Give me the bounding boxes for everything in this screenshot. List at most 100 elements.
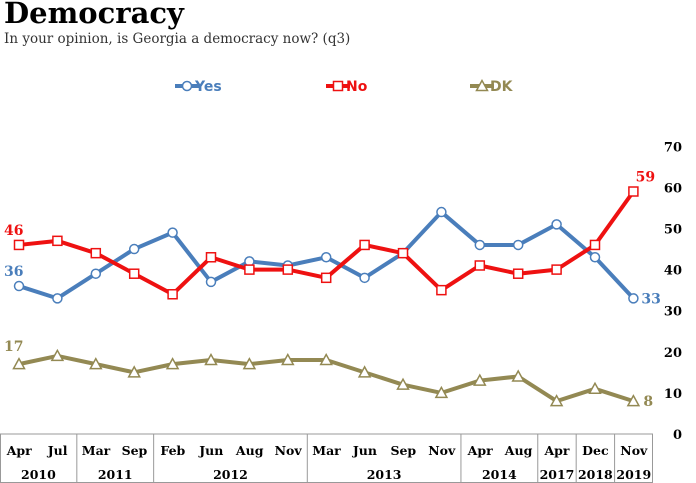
point-dk: [204, 352, 218, 366]
point-dk: [511, 369, 525, 382]
legend-item-dk: DK: [470, 78, 514, 95]
data-label-end-no: 59: [636, 170, 655, 186]
x-tick-label: Jul: [47, 443, 68, 458]
y-tick-label: 70: [664, 140, 682, 155]
point-yes: [589, 252, 601, 263]
x-tick-label: Aug: [235, 443, 264, 458]
point-dk: [396, 377, 410, 390]
chart-subtitle: In your opinion, is Georgia a democracy …: [4, 31, 351, 47]
point-yes: [13, 280, 25, 292]
x-tick-label: Sep: [390, 443, 416, 458]
point-yes: [320, 252, 332, 263]
point-dk: [473, 373, 487, 386]
legend-label-dk: DK: [490, 79, 514, 95]
x-tick-label: Mar: [312, 443, 341, 458]
x-group-label: 2010: [21, 467, 56, 482]
point-no: [359, 239, 370, 251]
x-tick-label: Nov: [275, 443, 303, 458]
point-dk: [434, 385, 449, 399]
point-dk: [89, 357, 103, 370]
data-label-start-dk: 17: [4, 339, 23, 355]
x-tick-label: Nov: [428, 443, 456, 458]
x-group-label: 2018: [578, 467, 613, 482]
point-no: [52, 235, 63, 247]
point-dk: [626, 394, 641, 407]
y-tick-label: 0: [673, 428, 682, 443]
x-tick-label: Mar: [82, 443, 111, 458]
point-dk: [281, 352, 295, 366]
x-group-label: 2012: [213, 467, 248, 482]
legend-marker: [181, 80, 193, 92]
series-no: 46 59: [4, 170, 655, 300]
y-tick-label: 20: [664, 346, 682, 361]
y-axis: 0 10 20 30 40 50 60 70: [664, 140, 682, 443]
y-tick-label: 30: [664, 305, 682, 320]
series-layer: 17 8 36 33 46 59: [4, 170, 661, 411]
point-no: [589, 239, 601, 251]
point-no: [13, 239, 25, 251]
point-yes: [436, 206, 447, 218]
point-dk: [588, 381, 602, 395]
y-tick-label: 60: [664, 181, 682, 196]
point-no: [320, 272, 332, 284]
point-yes: [128, 243, 140, 255]
point-yes: [512, 239, 524, 251]
legend: Yes No DK: [175, 78, 514, 95]
point-yes: [359, 272, 370, 284]
x-tick-label: Apr: [6, 443, 32, 458]
point-dk: [357, 365, 372, 378]
point-no: [90, 247, 102, 259]
point-dk: [50, 348, 65, 362]
point-dk: [319, 352, 333, 366]
point-yes: [205, 276, 217, 288]
y-tick-label: 10: [664, 387, 682, 402]
x-axis: Apr Jul Mar Sep Feb Jun Aug Nov Mar Jun Sep Nov Apr A…: [0, 433, 653, 483]
point-dk: [165, 357, 180, 370]
series-yes: 36 33: [4, 206, 661, 307]
x-tick-label: Dec: [582, 443, 609, 458]
x-tick-label: Sep: [122, 443, 148, 458]
point-no: [397, 247, 409, 259]
legend-item-yes: Yes: [175, 79, 222, 95]
point-yes: [474, 239, 486, 251]
x-group-label: 2014: [482, 467, 517, 482]
point-no: [512, 268, 524, 279]
series-dk: 17 8: [4, 339, 653, 410]
point-no: [244, 264, 255, 275]
point-yes: [52, 293, 63, 304]
point-yes: [90, 268, 102, 279]
legend-marker: [332, 80, 344, 92]
point-no: [128, 268, 140, 279]
point-dk: [12, 357, 26, 370]
x-group-label: 2019: [616, 467, 651, 482]
x-tick-label: Apr: [543, 443, 569, 458]
point-no: [436, 284, 447, 296]
point-no: [282, 264, 294, 275]
legend-marker: [475, 78, 489, 92]
point-no: [474, 260, 486, 271]
data-label-start-yes: 36: [4, 264, 23, 280]
point-dk: [549, 394, 564, 407]
point-no: [205, 252, 217, 263]
x-tick-label: Feb: [160, 443, 185, 458]
point-yes: [167, 227, 178, 238]
legend-item-no: No: [326, 79, 368, 95]
point-yes: [551, 219, 562, 230]
point-no: [628, 186, 639, 197]
x-group-label: 2013: [367, 467, 402, 482]
x-tick-label: Apr: [467, 443, 493, 458]
chart-title: Democracy: [4, 0, 184, 30]
legend-label-yes: Yes: [194, 79, 222, 95]
x-tick-label: Jun: [352, 443, 377, 458]
x-tick-label: Nov: [620, 443, 648, 458]
x-tick-label: Aug: [504, 443, 533, 458]
point-dk: [242, 357, 257, 370]
point-dk: [127, 365, 141, 378]
x-group-label: 2017: [540, 467, 575, 482]
y-tick-label: 40: [664, 264, 682, 279]
legend-label-no: No: [346, 79, 368, 95]
point-no: [551, 264, 562, 275]
point-no: [167, 289, 178, 300]
y-tick-label: 50: [664, 223, 682, 238]
